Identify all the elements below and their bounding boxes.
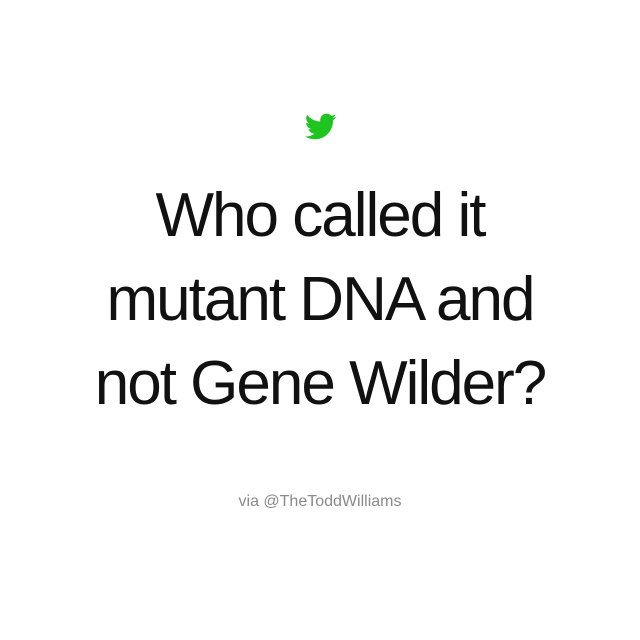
tweet-text-line-3: not Gene Wilder?	[94, 349, 547, 418]
twitter-bird-icon	[305, 113, 337, 141]
tweet-text: Who called it mutant DNA and not Gene Wi…	[0, 174, 640, 426]
attribution-handle: via @TheToddWilliams	[238, 493, 402, 510]
tweet-text-line-2: mutant DNA and	[106, 265, 536, 334]
tweet-text-line-1: Who called it	[155, 181, 487, 250]
